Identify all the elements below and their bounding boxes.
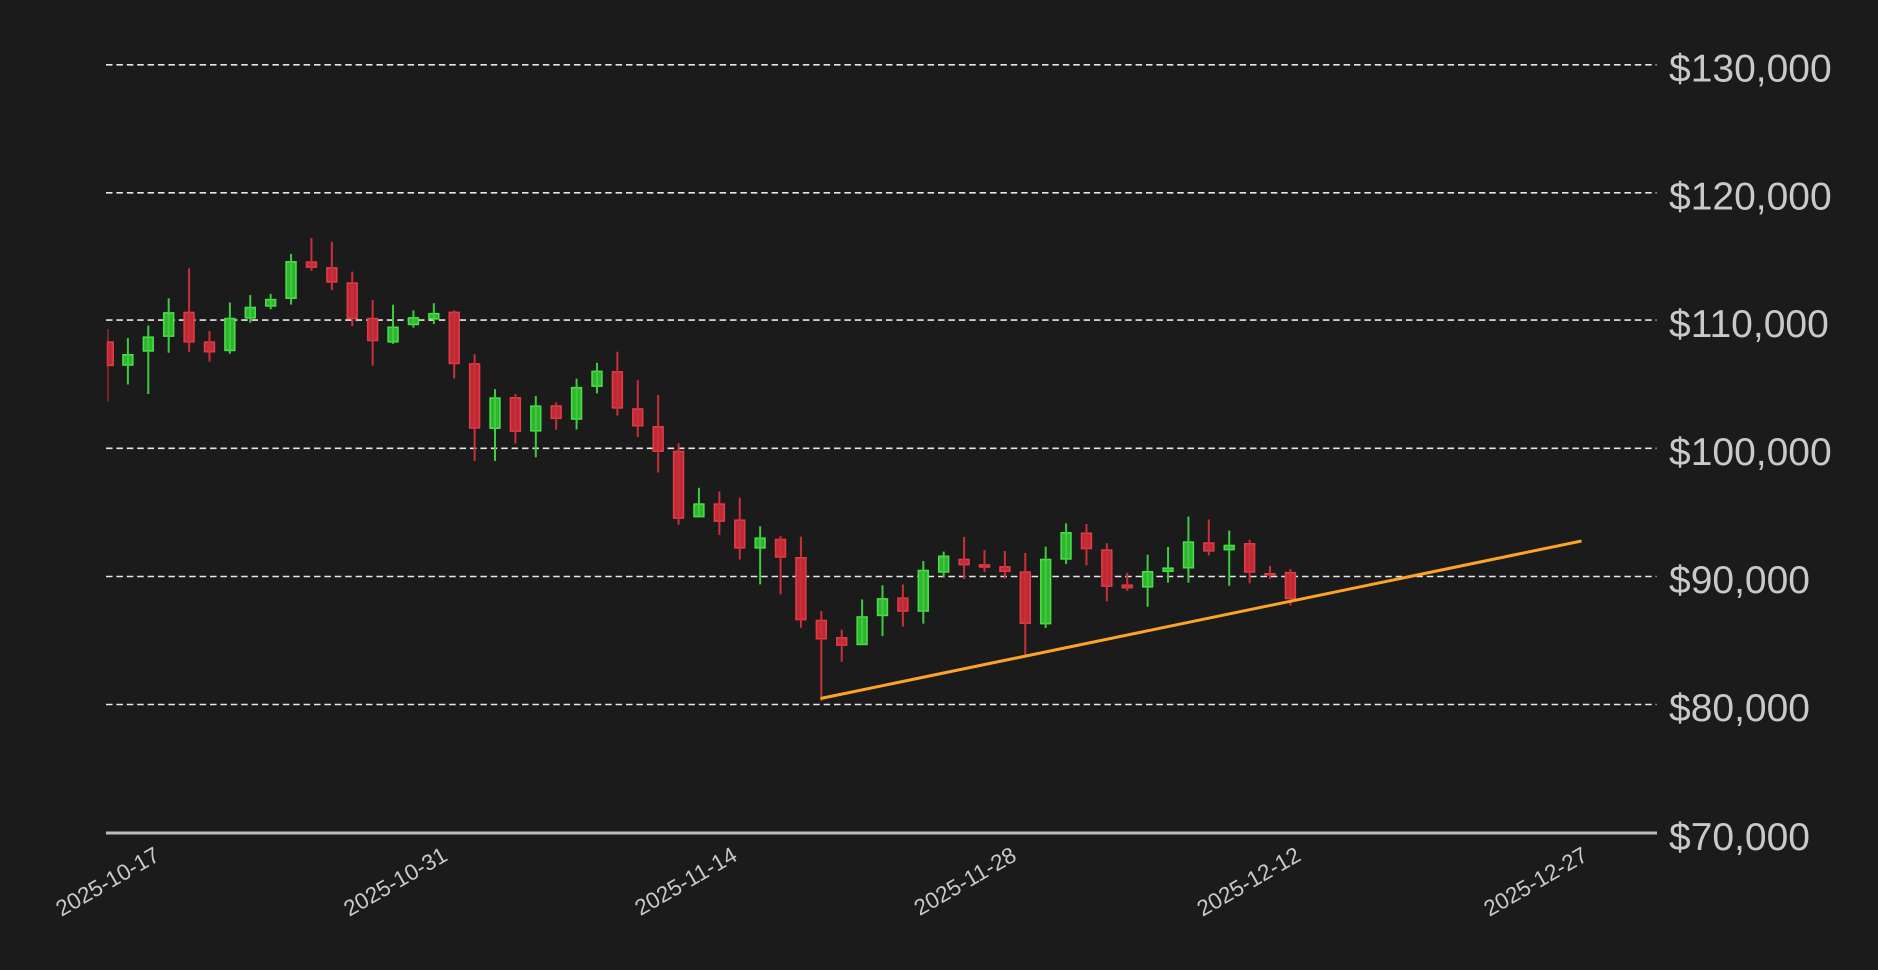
svg-text:$110,000: $110,000: [1669, 303, 1829, 346]
svg-text:$70,000: $70,000: [1669, 816, 1810, 859]
svg-text:$120,000: $120,000: [1669, 176, 1832, 219]
svg-text:$90,000: $90,000: [1669, 559, 1810, 602]
svg-text:$80,000: $80,000: [1669, 687, 1810, 730]
svg-text:$100,000: $100,000: [1669, 431, 1832, 474]
svg-text:$130,000: $130,000: [1669, 48, 1832, 91]
